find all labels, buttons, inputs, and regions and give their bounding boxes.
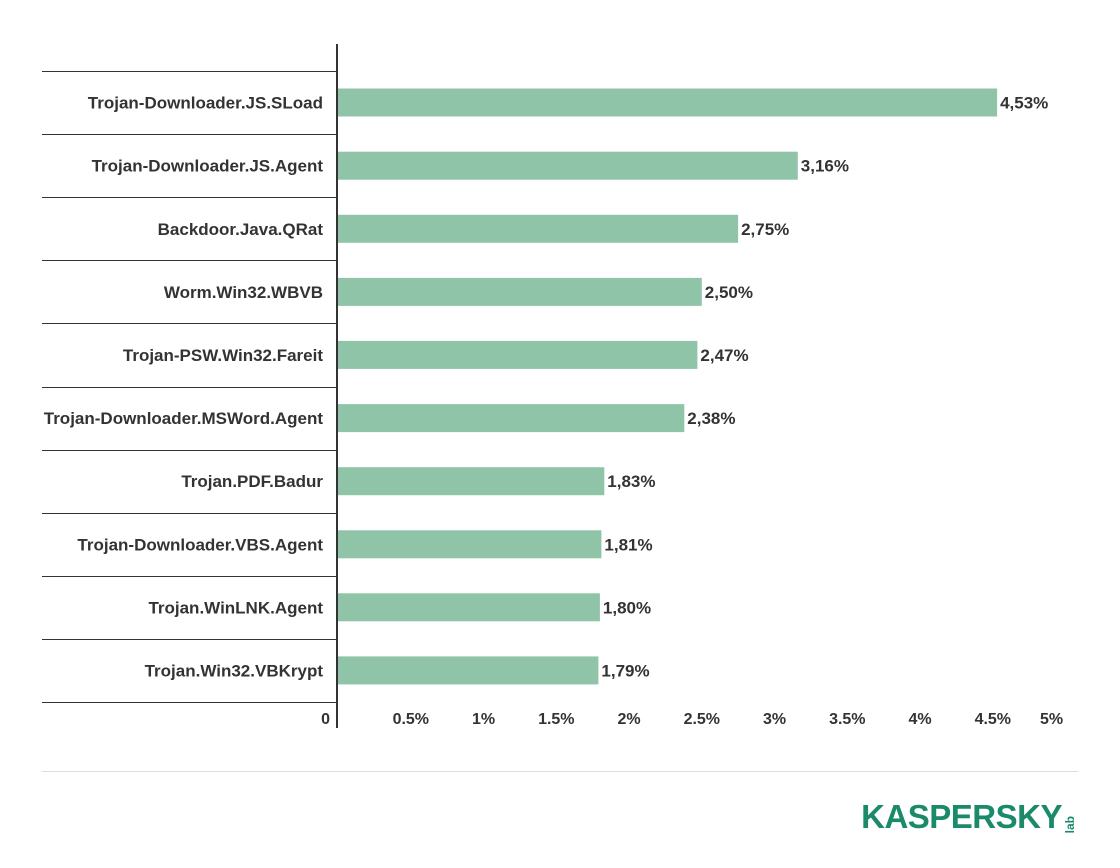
x-tick-label: 4% [908,711,931,728]
x-tick-label: 1.5% [538,711,574,728]
category-label: Trojan-Downloader.VBS.Agent [77,535,323,554]
bar [338,467,605,496]
bar [338,656,599,685]
value-label: 1,83% [607,472,655,491]
x-tick-label: 2.5% [684,711,720,728]
bar [338,277,702,306]
bar [338,593,600,622]
value-label: 3,16% [801,157,849,176]
kaspersky-logo: KASPERSKY lab [861,798,1077,835]
bar [338,88,998,117]
category-label: Backdoor.Java.QRat [158,220,324,239]
value-label: 2,47% [700,346,748,365]
value-label: 1,80% [603,598,651,617]
x-tick-label: 3% [763,711,786,728]
value-label: 4,53% [1000,94,1048,113]
category-label: Trojan.PDF.Badur [181,472,323,491]
value-label: 2,50% [705,283,753,302]
category-label: Trojan-Downloader.JS.Agent [92,157,324,176]
bar [338,530,602,559]
x-tick-label: 0.5% [393,711,429,728]
logo-wordmark: KASPERSKY [861,798,1062,835]
value-label: 1,79% [601,661,649,680]
x-tick-label: 1% [472,711,495,728]
bar [338,340,698,369]
x-tick-label: 5% [1040,711,1063,728]
x-tick-label: 0 [321,711,330,728]
bars-group [338,88,998,685]
value-label: 1,81% [604,535,652,554]
x-axis-ticks: 0 0.5% 1% 1.5% 2% 2.5% 3% 3.5% 4% 4.5% 5% [321,711,1063,728]
bar [338,214,739,243]
category-label: Trojan-Downloader.JS.SLoad [88,94,323,113]
category-labels: Trojan-Downloader.JS.SLoad Trojan-Downloa… [44,94,324,681]
logo-lab-text: lab [1063,815,1077,833]
row-separators [42,71,338,703]
value-labels: 4,53% 3,16% 2,75% 2,50% 2,47% 2,38% 1,83% 1,81%… [601,94,1048,681]
x-tick-label: 2% [617,711,640,728]
category-label: Worm.Win32.WBVB [164,283,323,302]
category-label: Trojan-PSW.Win32.Fareit [123,346,323,365]
x-tick-label: 4.5% [975,711,1011,728]
category-label: Trojan.WinLNK.Agent [148,598,323,617]
bar [338,151,798,180]
category-label: Trojan-Downloader.MSWord.Agent [44,409,324,428]
x-tick-label: 3.5% [829,711,865,728]
value-label: 2,38% [687,409,735,428]
bar [338,404,685,433]
category-label: Trojan.Win32.VBKrypt [145,661,324,680]
value-label: 2,75% [741,220,789,239]
